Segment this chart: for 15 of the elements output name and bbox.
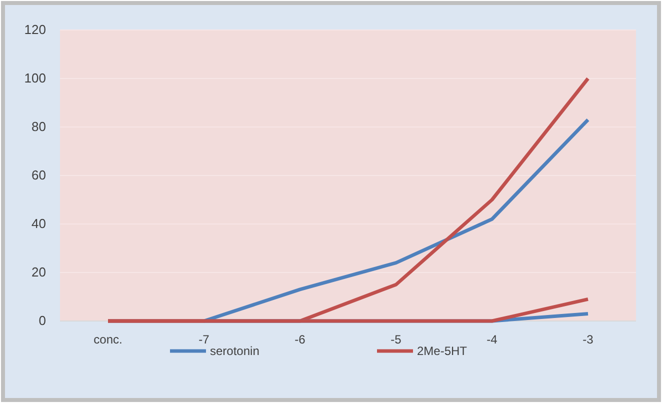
legend-label: 2Me-5HT — [417, 344, 468, 358]
y-tick-label: 80 — [32, 119, 46, 134]
x-tick-label: conc. — [94, 332, 122, 347]
y-tick-label: 20 — [32, 264, 46, 280]
y-tick-label: 0 — [38, 313, 46, 328]
y-tick-label: 100 — [24, 70, 46, 86]
legend-label: serotonin — [210, 344, 260, 358]
x-tick-label: -6 — [294, 332, 306, 347]
x-tick-label: -5 — [390, 332, 402, 347]
x-tick-label: -4 — [486, 332, 498, 347]
y-tick-label: 60 — [32, 168, 46, 183]
y-tick-label: 120 — [24, 22, 46, 38]
y-tick-label: 40 — [32, 216, 46, 232]
x-tick-label: -3 — [582, 332, 594, 347]
x-tick-label: -7 — [198, 332, 210, 347]
